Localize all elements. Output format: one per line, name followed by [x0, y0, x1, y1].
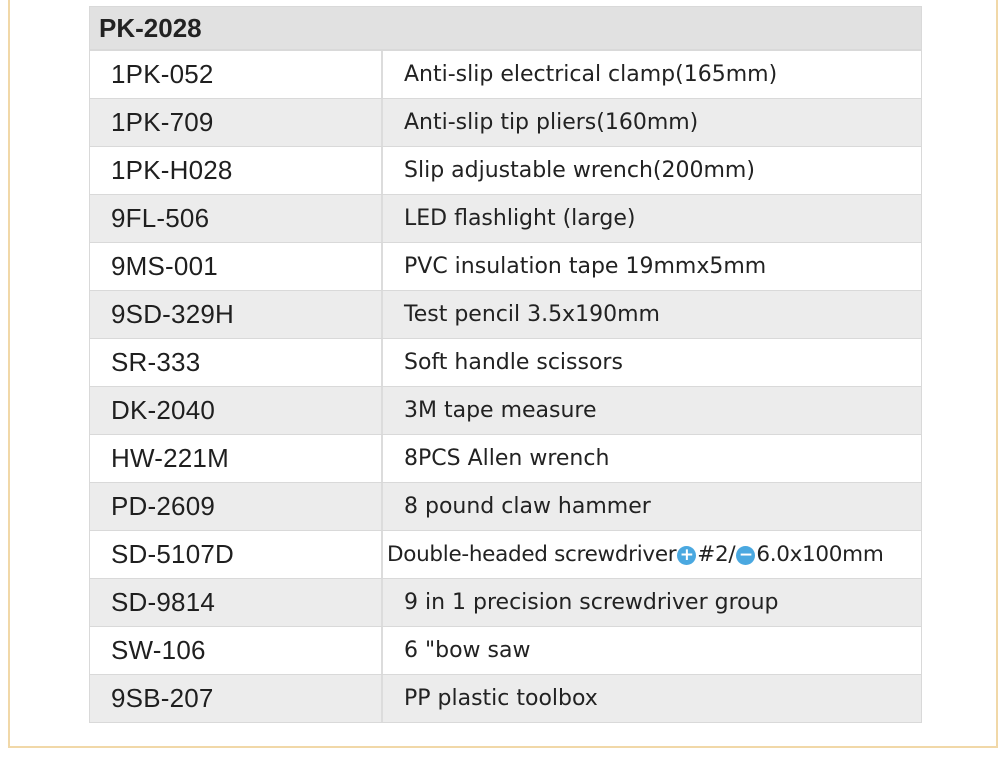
- table-row: SW-106 6 "bow saw: [90, 626, 921, 674]
- description-text: 6.0x100mm: [756, 542, 884, 567]
- product-description: Anti-slip electrical clamp(165mm): [404, 62, 778, 87]
- description-text: #2/: [697, 542, 736, 567]
- table-row: 9FL-506 LED flashlight (large): [90, 194, 921, 242]
- product-description: PVC insulation tape 19mmx5mm: [404, 254, 767, 279]
- product-description: 9 in 1 precision screwdriver group: [404, 590, 779, 615]
- table-row: 1PK-H028 Slip adjustable wrench(200mm): [90, 146, 921, 194]
- product-code: 1PK-052: [90, 51, 383, 98]
- product-code: SD-9814: [90, 579, 383, 626]
- table-row: 9SD-329H Test pencil 3.5x190mm: [90, 290, 921, 338]
- table-title: PK-2028: [90, 7, 921, 50]
- product-code: DK-2040: [90, 387, 383, 434]
- product-code: 9SB-207: [90, 675, 383, 722]
- product-description: Double-headed screwdriver + #2/−6.0x100mm: [383, 531, 921, 578]
- table-row: HW-221M 8PCS Allen wrench: [90, 434, 921, 482]
- product-description: Test pencil 3.5x190mm: [404, 302, 660, 327]
- table-row: SR-333 Soft handle scissors: [90, 338, 921, 386]
- product-table: PK-2028 1PK-052 Anti-slip electrical cla…: [89, 6, 922, 723]
- table-row: 9SB-207 PP plastic toolbox: [90, 674, 921, 722]
- product-code: 9FL-506: [90, 195, 383, 242]
- table-row: 1PK-709 Anti-slip tip pliers(160mm): [90, 98, 921, 146]
- flathead-minus-icon: −: [736, 546, 756, 565]
- product-description: Soft handle scissors: [404, 350, 623, 375]
- table-row: SD-9814 9 in 1 precision screwdriver gro…: [90, 578, 921, 626]
- product-code: 1PK-H028: [90, 147, 383, 194]
- product-code: SR-333: [90, 339, 383, 386]
- product-code: 9MS-001: [90, 243, 383, 290]
- table-row: SD-5107D Double-headed screwdriver + #2/−6…: [90, 530, 921, 578]
- product-description: Anti-slip tip pliers(160mm): [404, 110, 699, 135]
- product-code: HW-221M: [90, 435, 383, 482]
- product-description: PP plastic toolbox: [404, 686, 598, 711]
- product-code: SW-106: [90, 627, 383, 674]
- product-description: 8PCS Allen wrench: [404, 446, 610, 471]
- table-row: DK-2040 3M tape measure: [90, 386, 921, 434]
- phillips-plus-icon: +: [677, 546, 697, 565]
- table-row: 1PK-052 Anti-slip electrical clamp(165mm…: [90, 50, 921, 98]
- product-code: 9SD-329H: [90, 291, 383, 338]
- table-row: 9MS-001 PVC insulation tape 19mmx5mm: [90, 242, 921, 290]
- description-text: Double-headed screwdriver: [387, 542, 677, 567]
- product-code: 1PK-709: [90, 99, 383, 146]
- product-description: Slip adjustable wrench(200mm): [404, 158, 755, 183]
- table-row: PD-2609 8 pound claw hammer: [90, 482, 921, 530]
- product-description: 8 pound claw hammer: [404, 494, 651, 519]
- product-description: LED flashlight (large): [404, 206, 636, 231]
- product-code: PD-2609: [90, 483, 383, 530]
- product-description: 6 "bow saw: [404, 638, 531, 663]
- product-description: 3M tape measure: [404, 398, 597, 423]
- product-code: SD-5107D: [90, 531, 383, 578]
